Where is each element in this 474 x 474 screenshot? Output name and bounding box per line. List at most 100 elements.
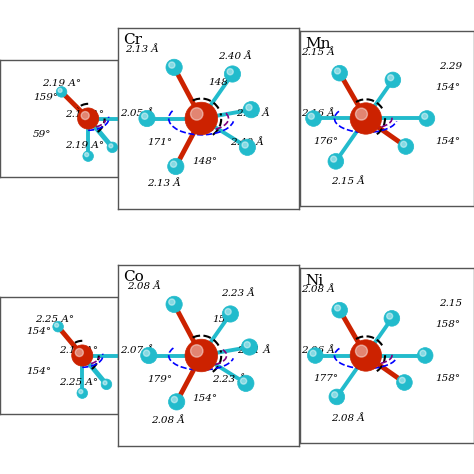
Text: 2.23 Å: 2.23 Å — [212, 374, 246, 383]
Circle shape — [420, 350, 426, 356]
Circle shape — [185, 102, 218, 135]
Circle shape — [103, 381, 107, 385]
Text: 2.40 Å: 2.40 Å — [230, 137, 264, 146]
Circle shape — [310, 350, 316, 356]
Text: 2.25 A°: 2.25 A° — [59, 378, 98, 387]
Circle shape — [72, 345, 93, 366]
Circle shape — [75, 348, 83, 356]
Text: Cr: Cr — [123, 33, 143, 47]
Text: 2.29: 2.29 — [439, 62, 462, 71]
Text: 154°: 154° — [26, 367, 51, 376]
Text: Co: Co — [123, 270, 144, 284]
Text: 2.23 Å: 2.23 Å — [221, 290, 255, 299]
Text: 2.05 Å: 2.05 Å — [120, 109, 154, 118]
Circle shape — [335, 68, 340, 74]
Text: 2.16 Å: 2.16 Å — [301, 109, 335, 118]
Text: 154°: 154° — [436, 137, 461, 146]
Circle shape — [166, 296, 182, 312]
Circle shape — [332, 65, 347, 81]
Text: 2.19 A°: 2.19 A° — [64, 141, 104, 150]
Text: 2.13 Å: 2.13 Å — [125, 45, 159, 54]
Circle shape — [240, 378, 246, 384]
Circle shape — [58, 89, 62, 92]
Circle shape — [239, 139, 255, 155]
Text: Ni: Ni — [305, 273, 323, 288]
Circle shape — [387, 313, 392, 319]
Text: 2.13 Å: 2.13 Å — [147, 179, 181, 188]
Circle shape — [399, 377, 405, 383]
Circle shape — [56, 87, 67, 97]
Circle shape — [385, 72, 401, 88]
Circle shape — [78, 108, 99, 129]
Circle shape — [142, 113, 148, 119]
Text: 2.07 Å: 2.07 Å — [120, 346, 154, 355]
Text: 158°: 158° — [436, 319, 461, 328]
Circle shape — [118, 350, 129, 361]
Circle shape — [398, 139, 414, 155]
Circle shape — [83, 151, 93, 162]
Circle shape — [244, 342, 250, 348]
Circle shape — [109, 144, 113, 148]
Circle shape — [332, 392, 337, 398]
Circle shape — [328, 154, 344, 169]
Text: 154°: 154° — [436, 82, 461, 91]
Circle shape — [246, 104, 252, 110]
Circle shape — [417, 347, 433, 364]
Text: 2.06 Å: 2.06 Å — [301, 346, 335, 355]
Circle shape — [331, 156, 337, 162]
Text: 148°: 148° — [209, 78, 234, 87]
Circle shape — [397, 374, 412, 391]
Circle shape — [356, 345, 367, 357]
Circle shape — [242, 142, 248, 148]
Circle shape — [141, 347, 157, 364]
Text: 2.25 A°: 2.25 A° — [35, 315, 74, 324]
Text: 2.12 Å: 2.12 Å — [236, 109, 270, 118]
Circle shape — [222, 306, 238, 322]
Text: 154°: 154° — [26, 328, 51, 337]
Text: 2.19 A°: 2.19 A° — [42, 79, 82, 88]
Circle shape — [401, 141, 407, 147]
Circle shape — [350, 340, 382, 371]
Circle shape — [77, 388, 88, 399]
Circle shape — [85, 153, 89, 156]
Circle shape — [120, 352, 124, 356]
Circle shape — [419, 110, 435, 127]
Text: 171°: 171° — [147, 137, 172, 146]
Text: 2.08 Å: 2.08 Å — [301, 285, 335, 294]
Circle shape — [309, 113, 314, 119]
Circle shape — [237, 375, 254, 392]
Circle shape — [169, 62, 175, 68]
Circle shape — [139, 110, 155, 127]
Text: 176°: 176° — [313, 137, 338, 146]
Circle shape — [107, 142, 118, 153]
Circle shape — [388, 75, 393, 81]
Circle shape — [306, 110, 321, 127]
Circle shape — [224, 66, 241, 82]
Text: 2.40 Å: 2.40 Å — [218, 53, 252, 62]
Circle shape — [171, 161, 177, 167]
Text: 2.15 Å: 2.15 Å — [331, 177, 365, 186]
Circle shape — [171, 396, 177, 403]
Circle shape — [55, 323, 59, 327]
Circle shape — [101, 379, 112, 390]
Text: 2.08 Å: 2.08 Å — [331, 414, 365, 423]
Circle shape — [422, 113, 428, 119]
Circle shape — [126, 115, 130, 119]
Text: 177°: 177° — [313, 374, 338, 383]
Text: 158°: 158° — [436, 374, 461, 383]
Circle shape — [53, 321, 64, 332]
Circle shape — [79, 390, 83, 393]
Circle shape — [243, 101, 259, 118]
Circle shape — [308, 347, 323, 364]
Text: 154°: 154° — [212, 315, 237, 324]
Circle shape — [169, 394, 185, 410]
Circle shape — [169, 299, 175, 305]
Circle shape — [191, 345, 203, 357]
Circle shape — [81, 111, 89, 119]
Text: 2.08 Å: 2.08 Å — [127, 282, 161, 291]
Circle shape — [124, 113, 135, 124]
Text: 2.19 A°: 2.19 A° — [64, 110, 104, 119]
Text: 2.21 Å: 2.21 Å — [237, 346, 272, 355]
Circle shape — [241, 339, 257, 355]
Circle shape — [356, 108, 367, 120]
